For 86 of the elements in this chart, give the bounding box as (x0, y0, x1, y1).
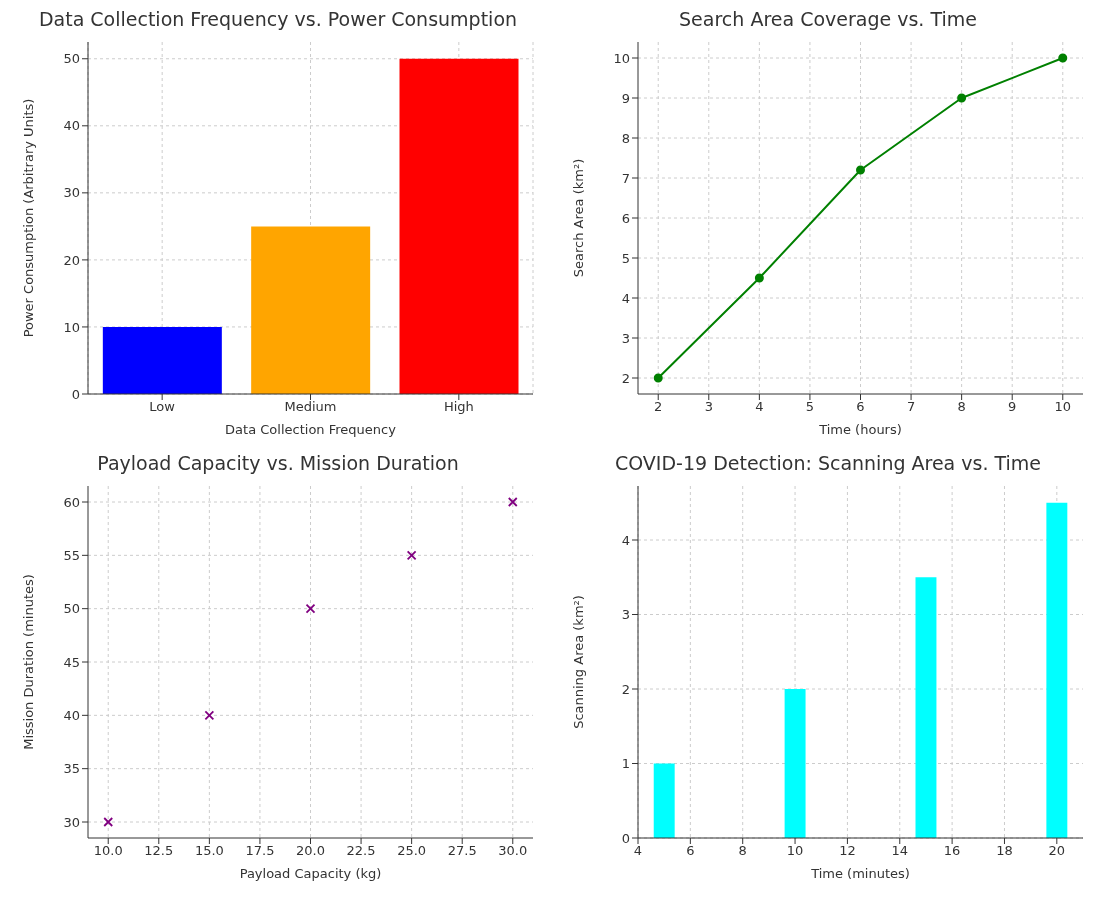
y-axis-title: Mission Duration (minutes) (20, 574, 36, 750)
x-tick-label: 4 (755, 399, 764, 415)
y-tick-label: 6 (621, 210, 630, 226)
x-tick-label: 8 (957, 399, 966, 415)
y-tick-label: 3 (621, 607, 630, 623)
y-tick-label: 5 (621, 250, 630, 266)
y-tick-label: 7 (621, 170, 630, 186)
bar (251, 226, 371, 394)
x-tick-label: 15.0 (194, 843, 224, 859)
y-tick-label: 2 (621, 681, 630, 697)
x-axis-title: Time (hours) (818, 422, 902, 437)
point (1058, 53, 1068, 63)
y-axis-title: Power Consumption (Arbitrary Units) (20, 98, 36, 338)
x-axis-title: Payload Capacity (kg) (239, 866, 382, 881)
x-tick-label: 22.5 (346, 843, 376, 859)
chart-title: COVID-19 Detection: Scanning Area vs. Time (613, 452, 1043, 476)
x-tick-label: 20.0 (296, 843, 325, 859)
y-axis-title: Scanning Area (km²) (570, 595, 586, 729)
chart-title: Search Area Coverage vs. Time (678, 8, 978, 32)
point (406, 550, 417, 561)
point (754, 273, 764, 283)
x-tick-label: 8 (738, 843, 747, 859)
point (957, 93, 967, 103)
x-tick-label: Low (149, 399, 176, 415)
x-tick-label: 18 (996, 843, 1013, 859)
x-tick-label: 27.5 (447, 843, 477, 859)
y-tick-label: 0 (621, 830, 630, 846)
y-tick-label: 40 (63, 118, 80, 134)
x-tick-label: 9 (1008, 399, 1017, 415)
bar (784, 689, 806, 838)
point (204, 710, 215, 721)
y-tick-label: 2 (621, 370, 630, 386)
y-tick-label: 4 (621, 532, 630, 548)
x-tick-label: 12 (839, 843, 856, 859)
x-axis-title: Data Collection Frequency (225, 422, 397, 437)
y-tick-label: 60 (63, 494, 80, 510)
y-tick-label: 45 (63, 654, 80, 670)
x-axis-title: Time (minutes) (810, 866, 910, 881)
x-tick-label: 5 (805, 399, 815, 415)
y-tick-label: 10 (613, 50, 630, 66)
y-tick-label: 9 (621, 90, 630, 106)
x-tick-label: 6 (686, 843, 695, 859)
bar (399, 58, 519, 394)
point (103, 817, 114, 827)
point (305, 603, 316, 614)
y-tick-label: 35 (63, 761, 80, 777)
point (856, 165, 865, 175)
y-tick-label: 50 (63, 601, 80, 617)
y-tick-label: 30 (63, 185, 80, 201)
x-tick-label: Medium (284, 399, 337, 415)
y-tick-label: 55 (63, 547, 80, 563)
x-tick-label: 7 (906, 399, 916, 415)
x-tick-label: 4 (633, 843, 643, 859)
y-tick-label: 50 (63, 51, 80, 67)
y-tick-label: 8 (621, 130, 630, 146)
x-tick-label: 12.5 (144, 843, 174, 859)
y-tick-label: 3 (621, 330, 630, 346)
x-tick-label: 16 (943, 843, 961, 859)
x-tick-label: 20 (1048, 843, 1066, 859)
y-tick-label: 1 (621, 756, 630, 772)
x-tick-label: 25.0 (397, 843, 427, 859)
y-tick-label: 10 (63, 319, 80, 335)
chart-title: Payload Capacity vs. Mission Duration (96, 452, 460, 476)
y-tick-label: 30 (63, 814, 80, 830)
y-axis-title: Search Area (km²) (570, 158, 586, 278)
point (507, 497, 518, 507)
point (653, 373, 663, 383)
x-tick-label: 10 (786, 843, 804, 859)
x-tick-label: 2 (654, 399, 663, 415)
x-tick-label: 17.5 (245, 843, 275, 859)
y-tick-label: 20 (63, 252, 80, 268)
y-tick-label: 0 (71, 386, 80, 402)
x-tick-label: 30.0 (498, 843, 528, 859)
chart-title: Data Collection Frequency vs. Power Consumption (37, 8, 519, 32)
y-tick-label: 4 (621, 290, 630, 306)
x-tick-label: 6 (856, 399, 865, 415)
bar (653, 763, 675, 838)
x-tick-label: High (443, 399, 474, 415)
x-tick-label: 14 (891, 843, 909, 859)
y-tick-label: 40 (63, 707, 80, 723)
bar (1046, 502, 1068, 838)
x-tick-label: 10.0 (93, 843, 123, 859)
bar (915, 577, 937, 838)
x-tick-label: 10 (1054, 399, 1072, 415)
bar (102, 326, 222, 394)
x-tick-label: 3 (704, 399, 713, 415)
